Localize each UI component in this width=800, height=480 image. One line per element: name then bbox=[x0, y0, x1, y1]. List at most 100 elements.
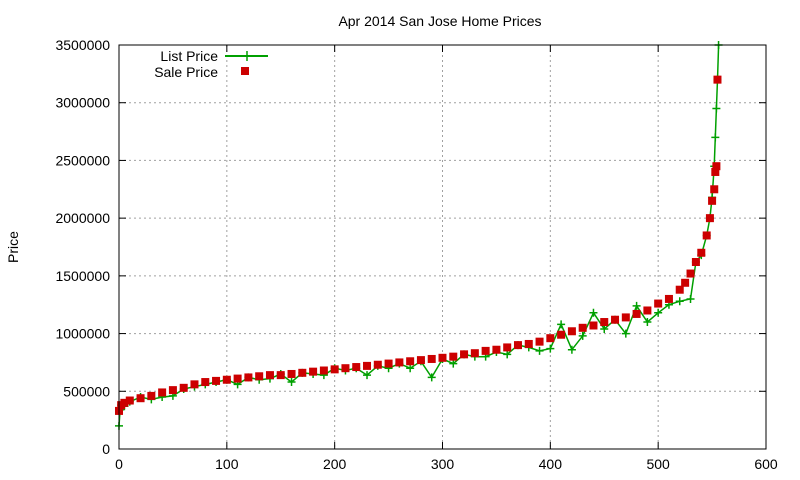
y-tick-label: 3000000 bbox=[55, 95, 110, 111]
list-price-point bbox=[449, 359, 458, 368]
sale-price-point bbox=[611, 315, 620, 324]
y-axis-label: Price bbox=[5, 231, 21, 263]
sale-price-point bbox=[470, 349, 479, 358]
sale-price-point bbox=[702, 231, 711, 240]
y-tick-label: 500000 bbox=[63, 383, 110, 399]
x-tick-label: 600 bbox=[754, 456, 778, 472]
x-tick-label: 500 bbox=[646, 456, 670, 472]
sale-price-point bbox=[713, 75, 722, 84]
sale-price-point bbox=[222, 375, 231, 384]
sale-price-point bbox=[427, 354, 436, 363]
sale-price-point bbox=[125, 396, 134, 405]
list-price-point bbox=[363, 371, 372, 380]
sale-price-point bbox=[120, 398, 129, 407]
sale-price-point bbox=[712, 162, 721, 171]
list-price-point bbox=[503, 350, 512, 359]
list-price-point bbox=[621, 329, 630, 338]
sale-price-point bbox=[691, 258, 700, 267]
list-price-point bbox=[632, 301, 641, 310]
sale-price-point bbox=[711, 167, 720, 176]
sale-price-point bbox=[384, 359, 393, 368]
list-price-point bbox=[686, 294, 695, 303]
sale-price-point bbox=[352, 363, 361, 372]
legend-marker-list-price bbox=[242, 51, 252, 61]
list-price-point bbox=[643, 318, 652, 327]
sale-price-point bbox=[697, 248, 706, 257]
list-price-point bbox=[427, 373, 436, 382]
sale-price-point bbox=[158, 388, 167, 397]
sale-price-point bbox=[708, 196, 717, 205]
x-tick-label: 100 bbox=[215, 456, 239, 472]
sale-price-point bbox=[557, 330, 566, 339]
sale-price-point bbox=[546, 334, 555, 343]
sale-price-point bbox=[710, 185, 719, 194]
sale-price-point bbox=[654, 299, 663, 308]
x-tick-label: 0 bbox=[115, 456, 123, 472]
sale-price-point bbox=[535, 337, 544, 346]
sale-price-point bbox=[255, 372, 264, 381]
list-price-point bbox=[711, 133, 720, 142]
y-tick-label: 0 bbox=[102, 441, 110, 457]
sale-price-point bbox=[460, 350, 469, 359]
sale-price-point bbox=[244, 373, 253, 382]
sale-price-point bbox=[664, 294, 673, 303]
sale-price-point bbox=[481, 346, 490, 355]
sale-price-point bbox=[212, 376, 221, 385]
list-price-point bbox=[654, 308, 663, 317]
sale-price-point bbox=[643, 306, 652, 315]
sale-price-point bbox=[438, 353, 447, 362]
list-price-point bbox=[600, 324, 609, 333]
list-price-point bbox=[712, 104, 721, 113]
sale-price-point bbox=[201, 378, 210, 387]
legend-label-list-price: List Price bbox=[160, 48, 218, 64]
sale-price-point bbox=[373, 360, 382, 369]
sale-price-point bbox=[621, 313, 630, 322]
series-layer bbox=[115, 41, 723, 430]
chart-title: Apr 2014 San Jose Home Prices bbox=[338, 13, 541, 29]
sale-price-point bbox=[578, 323, 587, 332]
sale-price-point bbox=[168, 386, 177, 395]
sale-price-point bbox=[449, 352, 458, 361]
sale-price-point bbox=[406, 357, 415, 366]
sale-price-point bbox=[567, 327, 576, 336]
sale-price-point bbox=[416, 356, 425, 365]
sale-price-point bbox=[319, 366, 328, 375]
sale-price-point bbox=[600, 318, 609, 327]
list-price-point bbox=[589, 308, 598, 317]
sale-price-point bbox=[179, 383, 188, 392]
ticks: 0 100 200 300 400 500 600 0 500000 1000000 1500000… bbox=[55, 37, 777, 472]
sale-price-point bbox=[363, 361, 372, 370]
y-tick-label: 1000000 bbox=[55, 326, 110, 342]
sale-price-point bbox=[287, 369, 296, 378]
list-price-point bbox=[546, 344, 555, 353]
y-tick-label: 3500000 bbox=[55, 37, 110, 53]
y-tick-label: 2500000 bbox=[55, 152, 110, 168]
sale-price-point bbox=[503, 343, 512, 352]
sale-price-point bbox=[341, 364, 350, 373]
list-price-point bbox=[535, 346, 544, 355]
legend-marker-sale-price bbox=[241, 67, 249, 75]
sale-price-point bbox=[276, 371, 285, 380]
sale-price-point bbox=[513, 341, 522, 350]
sale-price-point bbox=[395, 358, 404, 367]
sale-price-point bbox=[190, 380, 199, 389]
sale-price-point bbox=[632, 309, 641, 318]
x-tick-label: 200 bbox=[323, 456, 347, 472]
sale-price-point bbox=[675, 285, 684, 294]
list-price-point bbox=[406, 364, 415, 373]
y-tick-label: 1500000 bbox=[55, 268, 110, 284]
sale-price-point bbox=[524, 339, 533, 348]
x-tick-label: 400 bbox=[539, 456, 563, 472]
y-tick-label: 2000000 bbox=[55, 210, 110, 226]
list-price-point bbox=[567, 345, 576, 354]
sale-price-point bbox=[681, 278, 690, 287]
list-price-point bbox=[287, 378, 296, 387]
list-price-line bbox=[118, 44, 720, 426]
sale-price-point bbox=[330, 365, 339, 374]
list-price-point bbox=[557, 320, 566, 329]
sale-price-point bbox=[136, 394, 145, 403]
legend: List Price Sale Price bbox=[154, 48, 268, 80]
sale-price-point bbox=[265, 371, 274, 380]
legend-label-sale-price: Sale Price bbox=[154, 64, 218, 80]
